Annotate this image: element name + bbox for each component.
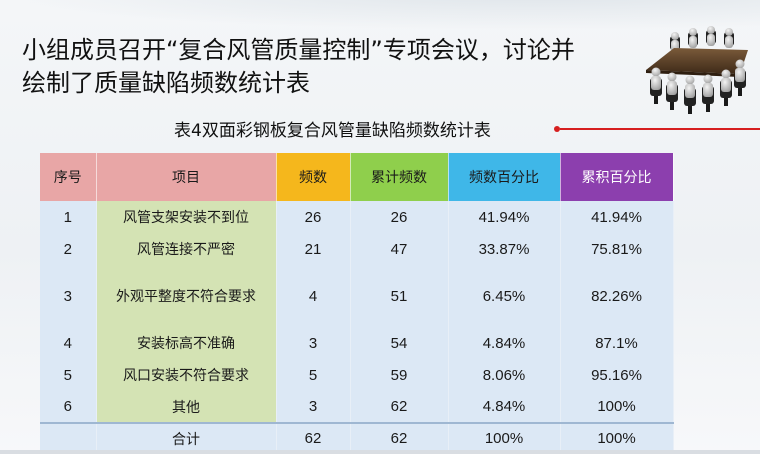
cell-seq: 1 xyxy=(40,201,97,233)
cell-cum-pct: 41.94% xyxy=(560,201,674,233)
cell-seq: 6 xyxy=(40,391,97,423)
cell-freq: 3 xyxy=(276,327,351,359)
cell-pct: 4.84% xyxy=(448,327,561,359)
cell-pct: 41.94% xyxy=(448,201,561,233)
cell-total-cum-freq: 62 xyxy=(350,422,449,453)
cell-cum-freq: 47 xyxy=(350,233,449,265)
table-total-row: 合计 62 62 100% 100% xyxy=(40,422,674,453)
defect-frequency-table: 序号 项目 频数 累计频数 频数百分比 累积百分比 1 风管支架安装不到位 26… xyxy=(40,153,674,453)
meeting-table-icon xyxy=(646,26,748,114)
cell-item: 其他 xyxy=(96,391,277,423)
table-row: 4 安装标高不准确 3 54 4.84% 87.1% xyxy=(40,327,674,359)
cell-cum-pct: 75.81% xyxy=(560,233,674,265)
cell-cum-freq: 59 xyxy=(350,359,449,391)
cell-total-cum-pct: 100% xyxy=(560,422,674,453)
table-row: 6 其他 3 62 4.84% 100% xyxy=(40,391,674,423)
cell-item: 风管支架安装不到位 xyxy=(96,201,277,233)
top-decoration xyxy=(0,0,760,30)
cell-seq: 3 xyxy=(40,265,97,327)
cell-seq: 2 xyxy=(40,233,97,265)
table-row: 2 风管连接不严密 21 47 33.87% 75.81% xyxy=(40,233,674,265)
header-pct: 频数百分比 xyxy=(448,153,561,201)
cell-cum-pct: 87.1% xyxy=(560,327,674,359)
cell-item: 安装标高不准确 xyxy=(96,327,277,359)
cell-cum-freq: 51 xyxy=(350,265,449,327)
cell-freq: 5 xyxy=(276,359,351,391)
cell-total-pct: 100% xyxy=(448,422,561,453)
header-cum-freq: 累计频数 xyxy=(350,153,449,201)
cell-cum-pct: 95.16% xyxy=(560,359,674,391)
cell-item: 外观平整度不符合要求 xyxy=(96,265,277,327)
cell-cum-freq: 54 xyxy=(350,327,449,359)
header-seq: 序号 xyxy=(40,153,97,201)
table-row: 5 风口安装不符合要求 5 59 8.06% 95.16% xyxy=(40,359,674,391)
cell-cum-freq: 26 xyxy=(350,201,449,233)
slide-title-line1: 小组成员召开“复合风管质量控制”专项会议，讨论并 xyxy=(22,36,575,64)
cell-item: 风口安装不符合要求 xyxy=(96,359,277,391)
table-caption: 表4双面彩钢板复合风管量缺陷频数统计表 xyxy=(174,121,491,141)
caption-decoration-line xyxy=(554,126,760,132)
cell-cum-pct: 100% xyxy=(560,391,674,423)
slide-title-line2: 绘制了质量缺陷频数统计表 xyxy=(22,69,310,97)
slide-title: 小组成员召开“复合风管质量控制”专项会议，讨论并 绘制了质量缺陷频数统计表 xyxy=(22,34,642,100)
header-item: 项目 xyxy=(96,153,277,201)
cell-seq: 5 xyxy=(40,359,97,391)
table-row: 3 外观平整度不符合要求 4 51 6.45% 82.26% xyxy=(40,265,674,327)
bottom-decoration xyxy=(0,450,760,454)
cell-seq: 4 xyxy=(40,327,97,359)
cell-freq: 21 xyxy=(276,233,351,265)
cell-total-freq: 62 xyxy=(276,422,351,453)
cell-cum-pct: 82.26% xyxy=(560,265,674,327)
cell-pct: 33.87% xyxy=(448,233,561,265)
cell-pct: 8.06% xyxy=(448,359,561,391)
table-row: 1 风管支架安装不到位 26 26 41.94% 41.94% xyxy=(40,201,674,233)
cell-seq-empty xyxy=(40,422,97,453)
cell-freq: 4 xyxy=(276,265,351,327)
cell-total-label: 合计 xyxy=(96,422,277,453)
cell-pct: 4.84% xyxy=(448,391,561,423)
cell-freq: 3 xyxy=(276,391,351,423)
cell-item: 风管连接不严密 xyxy=(96,233,277,265)
cell-pct: 6.45% xyxy=(448,265,561,327)
table-header-row: 序号 项目 频数 累计频数 频数百分比 累积百分比 xyxy=(40,153,674,201)
header-cum-pct: 累积百分比 xyxy=(560,153,674,201)
header-freq: 频数 xyxy=(276,153,351,201)
cell-freq: 26 xyxy=(276,201,351,233)
cell-cum-freq: 62 xyxy=(350,391,449,423)
